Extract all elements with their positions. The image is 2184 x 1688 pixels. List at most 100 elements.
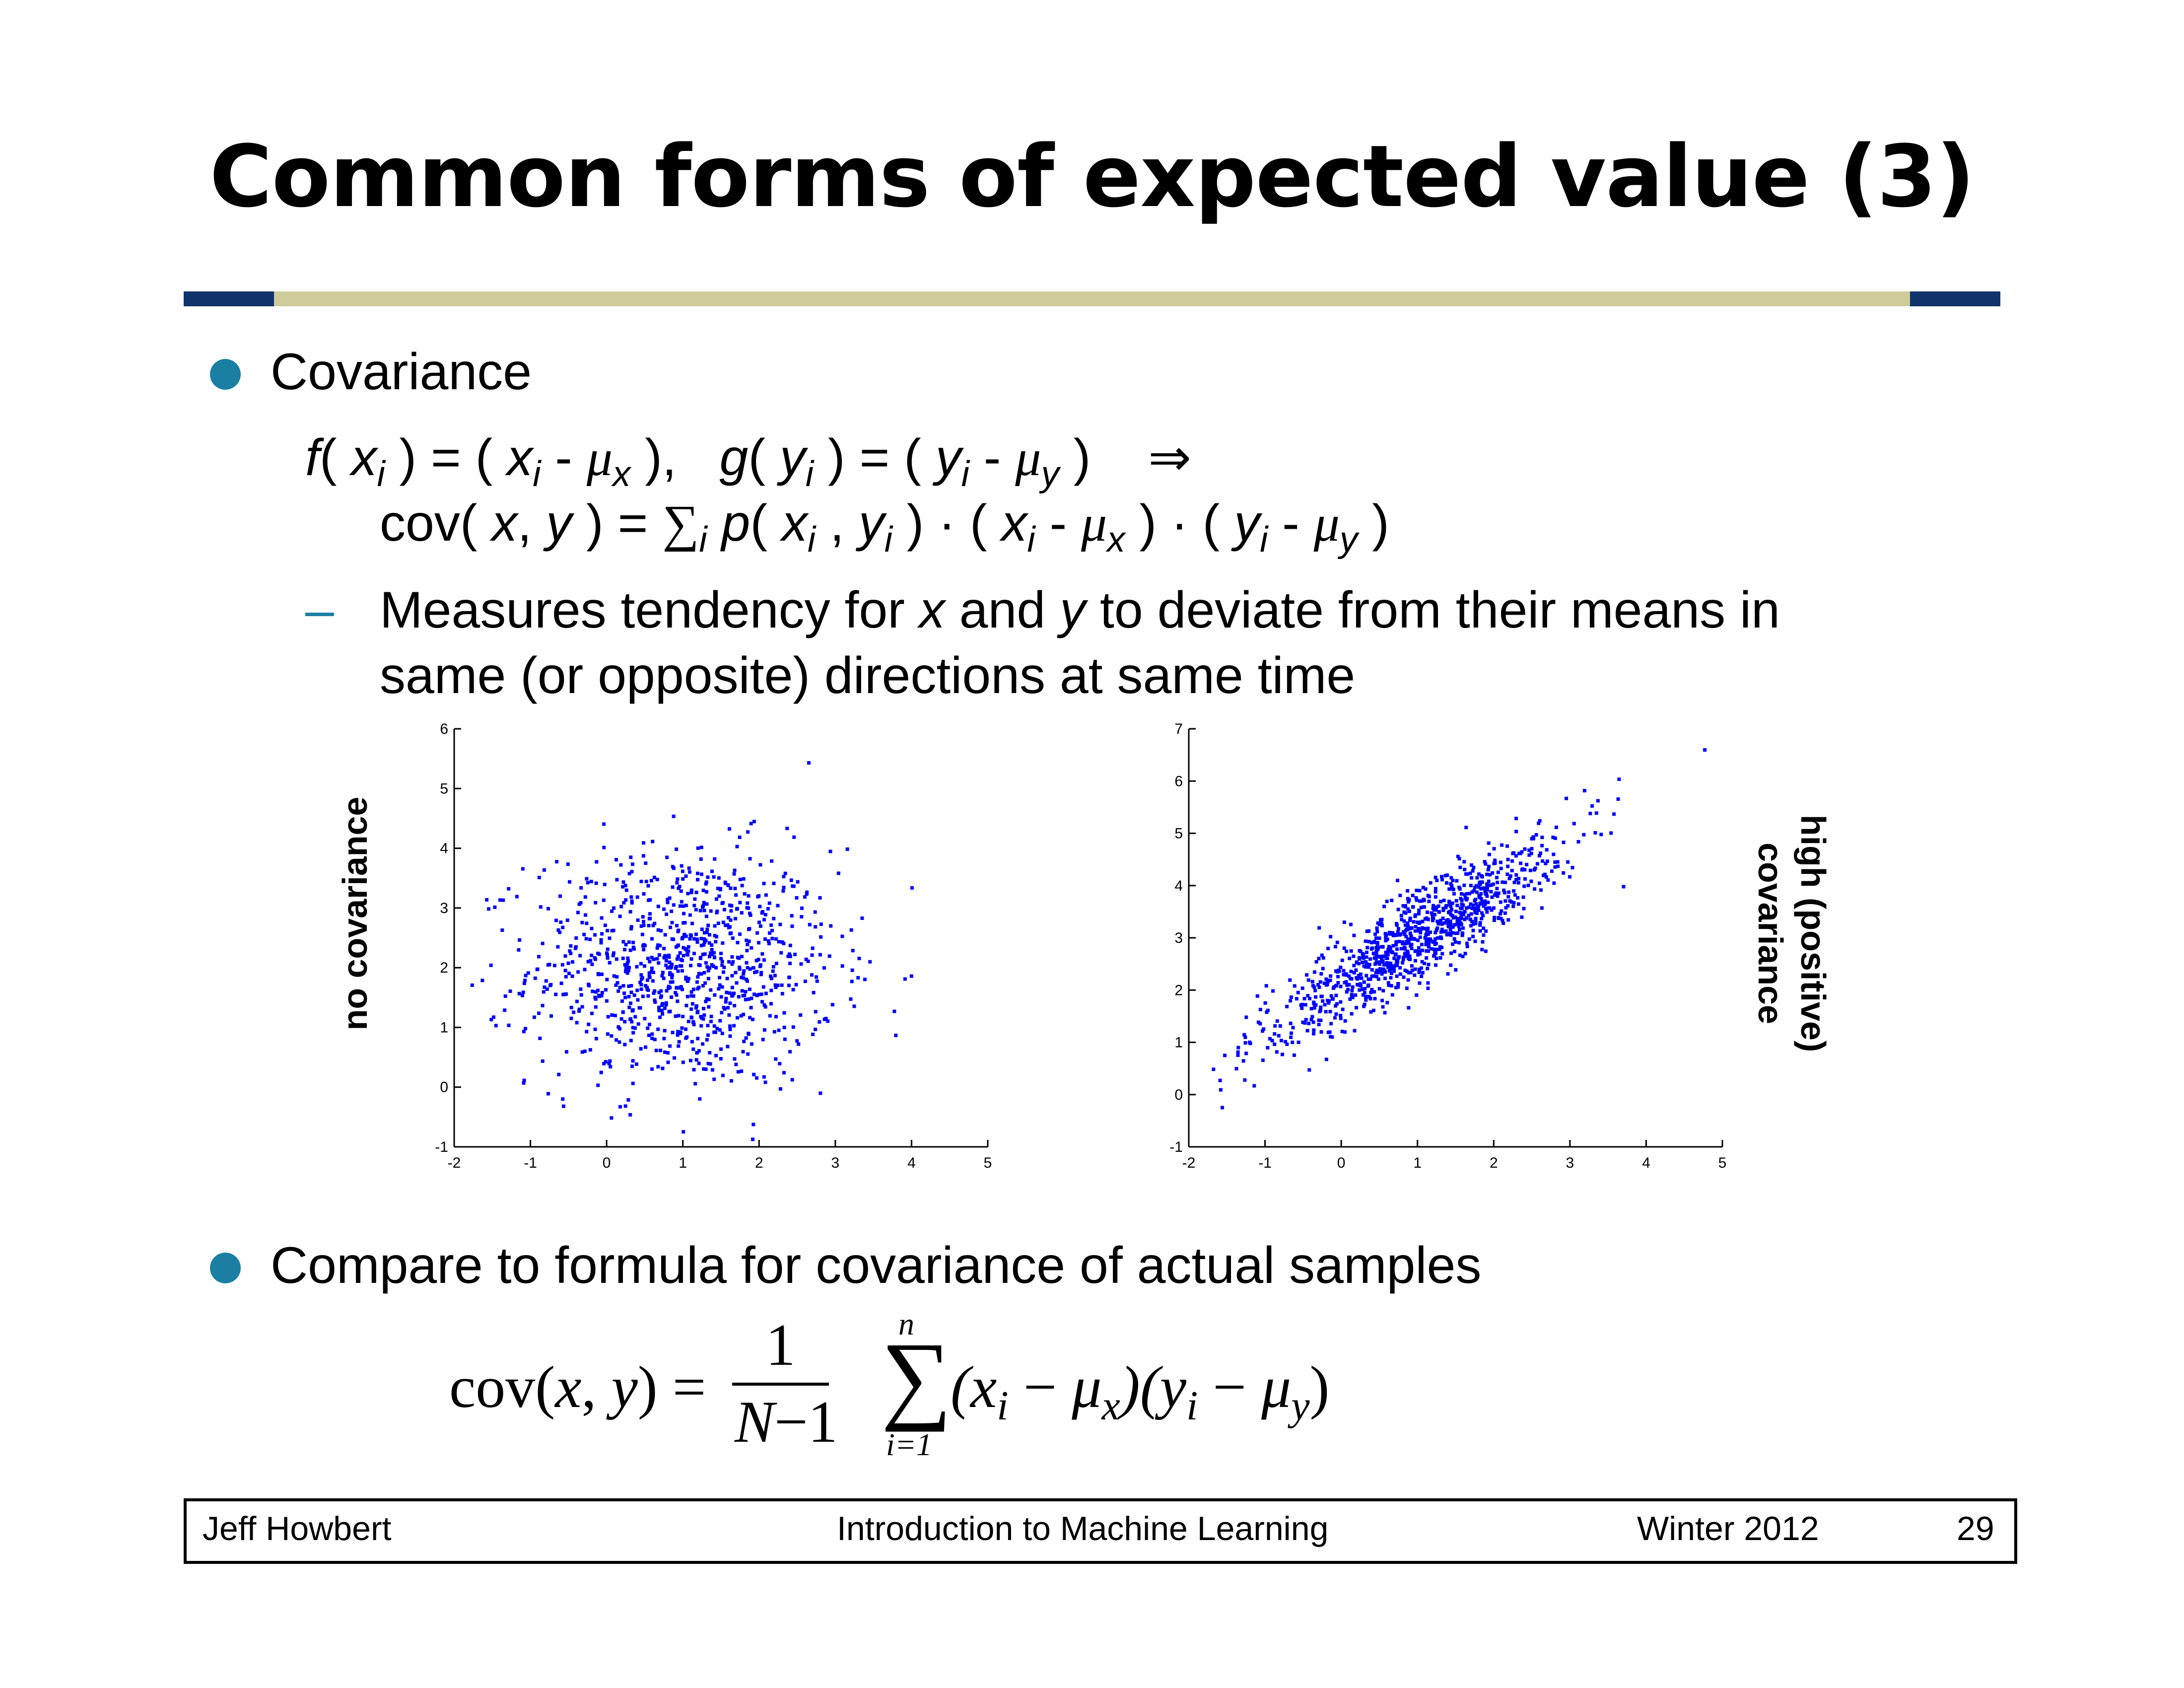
data-point (1500, 843, 1504, 847)
data-point (1390, 950, 1394, 954)
data-point (559, 920, 563, 924)
data-point (688, 937, 692, 941)
data-point (641, 919, 645, 923)
data-point (686, 979, 690, 983)
data-point (1300, 986, 1304, 990)
data-point (663, 1006, 667, 1010)
data-point (615, 878, 619, 882)
data-point (556, 945, 560, 949)
data-point (840, 964, 844, 968)
data-point (1481, 900, 1485, 904)
data-point (1486, 868, 1490, 872)
data-point (546, 1092, 550, 1096)
data-point (684, 934, 688, 938)
data-point (1374, 949, 1378, 953)
data-point (744, 1036, 748, 1040)
data-point (1421, 886, 1425, 890)
data-point (774, 1015, 778, 1019)
data-point (1450, 931, 1454, 935)
data-point (755, 993, 759, 997)
data-point (1380, 921, 1384, 925)
data-point (621, 885, 625, 889)
sub-bullet-dash: – (305, 581, 334, 639)
footer-page-number: 29 (1957, 1510, 1994, 1547)
data-point (692, 1023, 696, 1027)
data-point (808, 922, 812, 926)
data-point (541, 1059, 545, 1063)
data-point (694, 1004, 698, 1008)
data-point (750, 996, 753, 1000)
data-point (590, 962, 594, 966)
data-point (1594, 811, 1598, 815)
data-point (1391, 931, 1395, 935)
data-point (1454, 910, 1458, 914)
data-point (537, 1011, 541, 1015)
data-point (1444, 906, 1448, 910)
data-point (734, 971, 738, 975)
data-point (672, 814, 676, 818)
data-point (694, 908, 698, 912)
data-point (757, 920, 761, 924)
data-point (641, 994, 645, 998)
data-point (822, 966, 826, 970)
data-point (721, 1073, 725, 1077)
data-point (1506, 918, 1510, 922)
data-point (1365, 950, 1368, 954)
data-point (570, 974, 574, 978)
data-point (1384, 935, 1388, 939)
data-point (1399, 914, 1403, 917)
data-point (628, 1113, 632, 1117)
data-point (1537, 821, 1541, 825)
data-point (1402, 945, 1406, 949)
data-point (1275, 1019, 1279, 1023)
data-point (1431, 915, 1434, 919)
data-point (1465, 892, 1469, 896)
data-point (594, 997, 598, 1001)
data-point (1418, 952, 1422, 956)
data-point (1243, 1041, 1247, 1045)
data-point (708, 966, 712, 970)
data-point (1394, 941, 1398, 945)
data-point (1368, 957, 1372, 961)
data-point (734, 1062, 738, 1066)
data-point (783, 871, 787, 875)
data-point (666, 901, 670, 905)
data-point (719, 951, 723, 955)
data-point (600, 994, 604, 998)
data-point (732, 872, 736, 876)
data-point (1381, 967, 1385, 971)
data-point (686, 892, 690, 896)
data-point (1463, 917, 1467, 921)
data-point (1355, 1006, 1359, 1010)
data-point (670, 910, 674, 914)
data-point (1378, 918, 1382, 922)
data-point (1306, 978, 1310, 982)
data-point (1590, 804, 1594, 808)
data-point (1434, 956, 1438, 960)
data-point (704, 890, 708, 894)
y-tick-label: 2 (1174, 982, 1183, 998)
data-point (728, 925, 732, 929)
data-point (1408, 954, 1412, 958)
data-point (1459, 897, 1463, 901)
data-point (1703, 748, 1707, 752)
data-point (507, 887, 511, 891)
bullet-dot-1 (210, 359, 241, 390)
data-point (693, 1082, 697, 1086)
data-point (533, 976, 537, 980)
data-point (1368, 997, 1372, 1001)
data-point (639, 924, 643, 928)
data-point (1407, 898, 1411, 902)
data-point (630, 1064, 634, 1068)
data-point (614, 957, 618, 961)
data-point (538, 1036, 542, 1040)
data-point (1369, 947, 1373, 951)
data-point (733, 887, 737, 891)
data-point (1312, 1028, 1316, 1032)
data-point (1384, 939, 1388, 943)
data-point (749, 1006, 753, 1010)
data-point (1242, 1033, 1246, 1037)
data-point (1399, 947, 1403, 951)
data-point (1455, 922, 1459, 926)
data-point (653, 989, 657, 993)
